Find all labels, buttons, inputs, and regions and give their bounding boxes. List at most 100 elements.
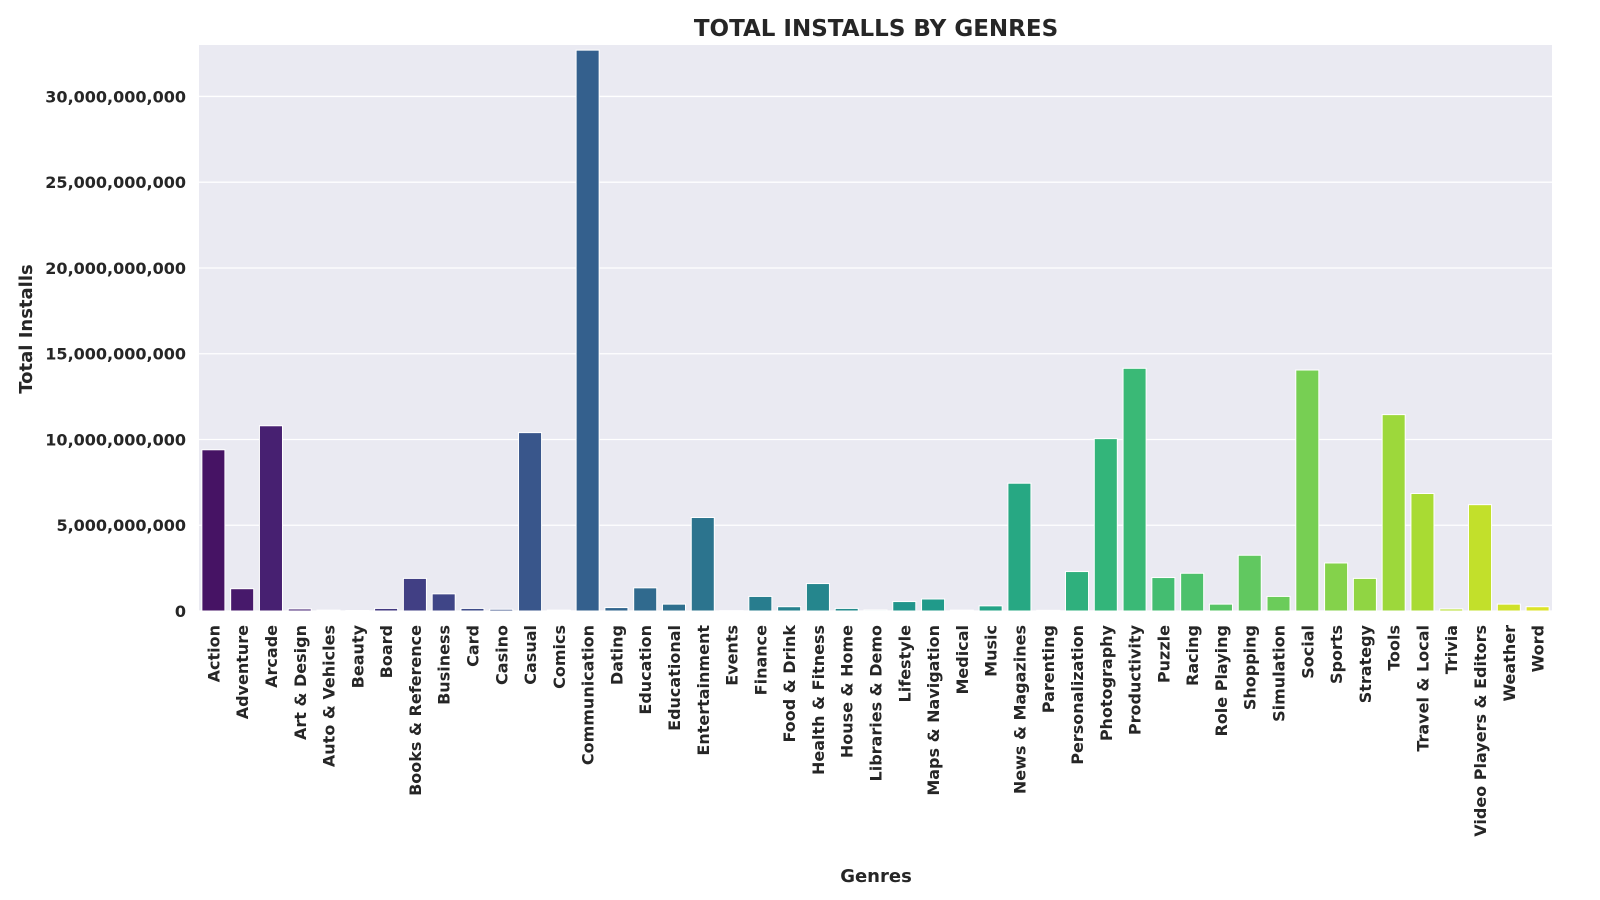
- bar-action: [201, 449, 226, 612]
- bar-tools: [1381, 414, 1406, 612]
- x-tick-label: Productivity: [1126, 624, 1145, 735]
- x-tick-label: Action: [204, 625, 223, 682]
- bar-music: [978, 605, 1003, 612]
- bar-medical: [949, 609, 974, 612]
- x-tick-label: Casual: [521, 625, 540, 685]
- x-tick-label: Shopping: [1241, 625, 1260, 710]
- bar-lifestyle: [892, 601, 917, 612]
- y-tick-label: 30,000,000,000: [45, 87, 186, 106]
- x-tick-label: Medical: [953, 625, 972, 694]
- x-tick-label: Trivia: [1442, 625, 1461, 674]
- x-tick-label: Travel & Local: [1413, 625, 1432, 752]
- bar-casual: [518, 432, 543, 612]
- x-tick-label: News & Magazines: [1010, 625, 1029, 794]
- x-tick-label: Art & Design: [291, 625, 310, 740]
- bar-communication: [575, 49, 600, 612]
- x-tick-label: Maps & Navigation: [924, 625, 943, 796]
- x-tick-label: Strategy: [1356, 624, 1375, 703]
- bar-card: [460, 607, 485, 612]
- x-tick-label: Adventure: [233, 625, 252, 719]
- bar-trivia: [1439, 608, 1464, 612]
- x-tick-label: Casino: [492, 625, 511, 685]
- bar-shopping: [1237, 554, 1262, 612]
- bar-comics: [546, 609, 571, 612]
- bar-maps-navigation: [921, 598, 946, 612]
- x-tick-label: Arcade: [262, 625, 281, 688]
- y-tick-label: 25,000,000,000: [45, 173, 186, 192]
- bar-board: [374, 607, 399, 612]
- x-tick-label: Word: [1529, 625, 1548, 672]
- x-tick-label: Weather: [1500, 625, 1519, 702]
- x-tick-label: Social: [1298, 625, 1317, 679]
- y-tick-label: 10,000,000,000: [45, 430, 186, 449]
- bar-auto-vehicles: [316, 609, 341, 612]
- x-tick-label: House & Home: [838, 625, 857, 758]
- y-axis-label: Total Installs: [16, 264, 37, 393]
- x-tick-label: Communication: [579, 625, 598, 765]
- bar-finance: [748, 595, 773, 612]
- x-tick-label: Events: [723, 625, 742, 686]
- x-tick-label: Beauty: [348, 624, 367, 688]
- bar-simulation: [1266, 595, 1291, 612]
- bars: [201, 49, 1550, 612]
- x-tick-label: Video Players & Editors: [1471, 625, 1490, 837]
- bar-puzzle: [1151, 577, 1176, 612]
- y-tick-label: 15,000,000,000: [45, 345, 186, 364]
- bar-art-design: [287, 608, 312, 612]
- x-tick-label: Puzzle: [1154, 625, 1173, 683]
- x-tick-label: Dating: [607, 625, 626, 685]
- x-tick-label: Racing: [1183, 625, 1202, 686]
- x-tick-label: Food & Drink: [780, 625, 799, 743]
- x-tick-label: Sports: [1327, 625, 1346, 684]
- x-tick-label: Books & Reference: [406, 625, 425, 796]
- bar-educational: [661, 603, 687, 612]
- x-tick-label: Photography: [1097, 624, 1116, 741]
- bar-photography: [1093, 438, 1118, 612]
- x-tick-label: Card: [463, 625, 482, 667]
- y-tick-label: 20,000,000,000: [45, 259, 186, 278]
- bar-news-magazines: [1007, 482, 1032, 612]
- bar-productivity: [1122, 367, 1147, 612]
- bar-racing: [1180, 572, 1205, 612]
- bar-weather: [1496, 603, 1521, 612]
- bar-food-drink: [777, 606, 802, 612]
- bar-entertainment: [690, 517, 715, 612]
- bar-video-players-editors: [1468, 504, 1493, 612]
- x-tick-label: Personalization: [1068, 625, 1087, 765]
- bar-health-fitness: [805, 583, 830, 612]
- bar-casino: [489, 608, 514, 612]
- x-tick-label: Finance: [751, 625, 770, 695]
- bar-house-home: [834, 607, 859, 612]
- bar-travel-local: [1410, 493, 1435, 612]
- x-tick-label: Educational: [665, 625, 684, 731]
- bar-role-playing: [1208, 603, 1233, 612]
- x-tick-label: Entertainment: [694, 625, 713, 756]
- bar-strategy: [1352, 577, 1377, 612]
- bar-sports: [1324, 562, 1349, 612]
- bar-parenting: [1036, 609, 1061, 612]
- bar-adventure: [230, 588, 255, 612]
- y-tick-label: 0: [175, 602, 186, 621]
- x-axis-label: Genres: [840, 866, 912, 887]
- x-tick-label: Comics: [550, 625, 569, 689]
- y-tick-labels: 0 5,000,000,000 10,000,000,000 15,000,000,0…: [45, 87, 186, 621]
- bar-education: [633, 587, 658, 612]
- bar-arcade: [258, 425, 283, 612]
- x-tick-label: Lifestyle: [895, 625, 914, 703]
- x-tick-label: Education: [636, 625, 655, 715]
- x-tick-label: Health & Fitness: [809, 625, 828, 775]
- y-tick-label: 5,000,000,000: [56, 516, 186, 535]
- bar-dating: [604, 607, 629, 612]
- bar-books-reference: [402, 577, 427, 612]
- x-tick-label: Auto & Vehicles: [320, 625, 339, 767]
- plot-background: [199, 45, 1552, 611]
- x-tick-label: Role Playing: [1212, 625, 1231, 737]
- x-tick-labels: Action Adventure Arcade Art & Design Auto & …: [204, 624, 1547, 836]
- x-tick-label: Parenting: [1039, 625, 1058, 713]
- x-tick-label: Tools: [1385, 625, 1404, 671]
- bar-libraries-demo: [863, 609, 888, 612]
- x-tick-label: Business: [435, 625, 454, 705]
- bar-social: [1295, 369, 1320, 612]
